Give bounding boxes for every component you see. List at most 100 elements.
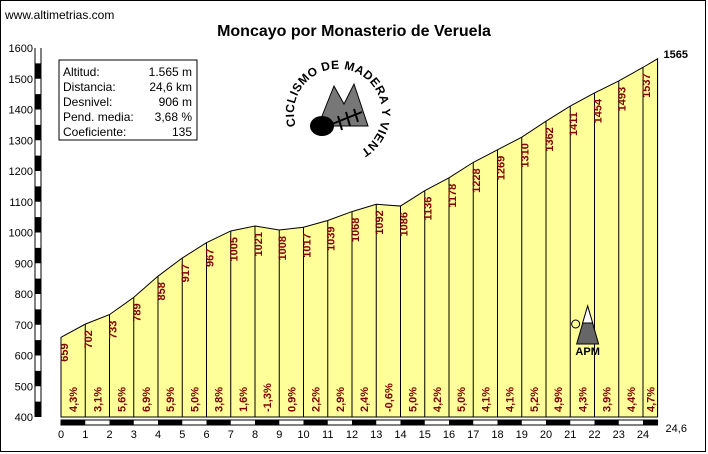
stat-value: 906 m xyxy=(159,95,192,109)
x-tick-label: 14 xyxy=(394,429,406,441)
y-tick-label: 1500 xyxy=(9,74,33,86)
stat-label: Altitud: xyxy=(63,65,100,79)
cyclist-icon xyxy=(571,319,581,329)
y-axis-bar-segment xyxy=(35,94,41,110)
y-tick-label: 400 xyxy=(15,412,33,424)
y-axis-bar-segment xyxy=(35,370,41,387)
gradient-label: -1,3% xyxy=(262,383,274,412)
x-tick-label: 18 xyxy=(491,429,503,441)
altitude-label: 917 xyxy=(180,264,192,282)
x-tick-label: 16 xyxy=(443,429,455,441)
x-tick-label: 4 xyxy=(155,429,161,441)
altitude-label: 1021 xyxy=(253,232,265,256)
y-axis-bar-segment xyxy=(35,401,41,417)
gradient-label: 1,6% xyxy=(238,387,250,412)
y-axis-bar-segment xyxy=(35,278,41,294)
altitude-label: 1008 xyxy=(277,236,289,260)
x-tick-label: 17 xyxy=(467,429,479,441)
y-tick-label: 500 xyxy=(15,381,33,393)
gradient-label: 4,9% xyxy=(553,387,565,412)
x-end-label: 24,6 xyxy=(666,423,687,435)
fish-skeleton-mountain-logo xyxy=(310,82,369,136)
altitude-label: 1005 xyxy=(229,237,241,261)
altitude-label: 1092 xyxy=(374,210,386,234)
gradient-label: 4,2% xyxy=(432,387,444,412)
gradient-label: 5,0% xyxy=(408,387,420,412)
altitude-label: 1269 xyxy=(496,156,508,180)
altitude-label: 702 xyxy=(83,330,95,348)
x-axis-bar-segment xyxy=(158,420,183,425)
stat-label: Pend. media: xyxy=(63,110,134,124)
x-tick-label: 11 xyxy=(322,429,333,441)
x-axis-bar-segment xyxy=(449,420,474,425)
x-axis-bar-segment xyxy=(400,420,425,425)
x-tick-label: 9 xyxy=(276,429,282,441)
x-axis-bar-segment xyxy=(303,420,328,425)
x-axis-bar-segment xyxy=(61,420,86,425)
altitude-label: 1310 xyxy=(520,143,532,167)
stat-value: 1.565 m xyxy=(149,65,192,79)
altitude-label: 659 xyxy=(59,343,71,361)
x-axis-bar-segment xyxy=(546,420,571,425)
y-axis-bar-segment xyxy=(35,186,41,202)
x-tick-label: 19 xyxy=(516,429,528,441)
altitude-label: 1411 xyxy=(568,112,580,136)
x-tick-label: 12 xyxy=(346,429,358,441)
x-tick-label: 10 xyxy=(297,429,309,441)
x-tick-label: 1 xyxy=(82,429,88,441)
gradient-label: 3,1% xyxy=(92,387,104,412)
x-tick-label: 2 xyxy=(106,429,112,441)
mountain-climber-icon xyxy=(571,304,600,345)
altitude-label: 1362 xyxy=(544,127,556,151)
x-tick-label: 3 xyxy=(131,429,137,441)
x-tick-label: 0 xyxy=(58,429,64,441)
y-tick-label: 1000 xyxy=(9,228,33,240)
gradient-label: 2,4% xyxy=(359,387,371,412)
x-tick-label: 5 xyxy=(179,429,185,441)
gradient-label: 5,2% xyxy=(529,387,541,412)
y-tick-label: 1200 xyxy=(9,166,33,178)
x-axis-bar-segment xyxy=(255,420,280,425)
logo-fish-bones-shape xyxy=(331,108,363,131)
stat-value: 135 xyxy=(172,125,192,139)
y-axis-bar-segment xyxy=(35,217,41,233)
stat-label: Coeficiente: xyxy=(63,125,126,139)
altitude-label: 967 xyxy=(205,249,217,267)
gradient-label: 5,0% xyxy=(456,387,468,412)
altitude-label: 789 xyxy=(132,303,144,321)
gradient-label: 0,9% xyxy=(286,387,298,412)
x-tick-label: 6 xyxy=(203,429,209,441)
x-axis-bar-segment xyxy=(206,420,231,425)
altitude-label: 1039 xyxy=(326,227,338,251)
altitude-label: 858 xyxy=(156,282,168,300)
x-axis-bar-segment xyxy=(109,420,134,425)
mountain-snowcap-shape xyxy=(581,304,594,324)
y-axis-bar-segment xyxy=(35,247,41,264)
stats-box xyxy=(58,59,198,141)
y-tick-label: 600 xyxy=(15,351,33,363)
altitude-label: 733 xyxy=(108,321,120,339)
gradient-label: 4,7% xyxy=(645,387,657,412)
logo-fish-head-shape xyxy=(310,116,334,136)
gradient-label: 5,9% xyxy=(165,387,177,412)
x-tick-label: 13 xyxy=(370,429,382,441)
x-tick-label: 23 xyxy=(613,429,625,441)
y-axis-bar-segment xyxy=(35,309,41,325)
chart-title: Moncayo por Monasterio de Veruela xyxy=(217,23,491,40)
gradient-label: 4,1% xyxy=(505,387,517,412)
gradient-label: 5,0% xyxy=(189,387,201,412)
y-tick-label: 1400 xyxy=(9,105,33,117)
x-axis-bar-segment xyxy=(643,420,658,425)
gradient-label: 2,2% xyxy=(311,387,323,412)
mountain-peak-shape xyxy=(575,304,600,345)
stat-value: 3,68 % xyxy=(155,110,193,124)
x-tick-label: 24 xyxy=(637,429,649,441)
gradient-label: 4,1% xyxy=(480,387,492,412)
stat-label: Distancia: xyxy=(63,80,116,94)
gradient-label: 4,4% xyxy=(626,387,638,412)
y-tick-label: 1300 xyxy=(9,135,33,147)
y-axis-bar-segment xyxy=(35,155,41,171)
y-tick-label: 1100 xyxy=(9,197,33,209)
x-tick-label: 22 xyxy=(588,429,600,441)
x-tick-label: 21 xyxy=(564,429,576,441)
